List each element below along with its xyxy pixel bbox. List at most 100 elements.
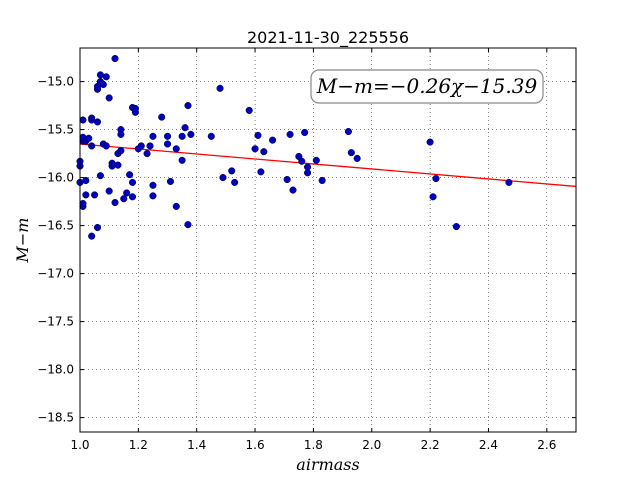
data-point [120, 195, 128, 203]
data-point [82, 176, 90, 185]
data-point [207, 132, 215, 140]
data-point [131, 108, 139, 116]
data-point [128, 193, 137, 201]
data-point [93, 223, 102, 232]
data-point [163, 132, 172, 140]
data-point [149, 181, 157, 189]
data-point [184, 221, 192, 229]
y-tick-label: −17.0 [37, 267, 74, 281]
data-point [105, 94, 113, 102]
data-point [117, 130, 125, 138]
data-point [96, 172, 104, 180]
data-point [114, 161, 122, 169]
data-point [146, 142, 154, 150]
data-point [187, 130, 195, 138]
data-point [126, 171, 134, 179]
data-point [91, 191, 99, 199]
ticks: 1.0 1.2 1.4 1.6 1.8 2.0 2.2 2.4 2.6 −15.0 −15.5 −16… [37, 48, 576, 452]
data-point [79, 116, 87, 124]
data-point [102, 73, 110, 81]
data-point [149, 132, 157, 140]
data-point [216, 84, 224, 92]
equation-box: M−m=−0.26χ−15.39 [310, 69, 544, 104]
x-axis-label: airmass [296, 455, 359, 474]
fit-line-layer [79, 143, 577, 188]
data-point [85, 134, 93, 142]
data-point [289, 186, 297, 194]
data-point [251, 145, 259, 153]
data-point [301, 128, 309, 137]
data-point [269, 136, 277, 144]
data-point [260, 148, 268, 156]
data-point [123, 189, 131, 197]
data-point [312, 156, 320, 164]
x-tick-label: 2.6 [537, 438, 556, 452]
data-point [88, 142, 96, 150]
data-point [432, 175, 440, 183]
data-point [231, 178, 239, 186]
data-point [178, 132, 186, 140]
fit-line [79, 143, 577, 188]
x-tick-label: 1.4 [187, 438, 206, 452]
data-point [452, 223, 460, 231]
y-tick-label: −16.0 [37, 171, 74, 185]
data-point [283, 175, 291, 184]
x-tick-label: 1.0 [70, 438, 89, 452]
data-point [426, 138, 434, 146]
data-point [505, 178, 513, 186]
data-point [254, 131, 262, 139]
data-point [298, 157, 306, 165]
points-layer [76, 55, 513, 240]
data-point [257, 168, 265, 176]
data-point [143, 150, 151, 158]
data-point [82, 191, 90, 199]
data-point [111, 55, 119, 63]
data-point [353, 154, 361, 162]
y-tick-label: −18.0 [37, 363, 74, 377]
data-point [149, 192, 157, 200]
data-point [318, 176, 326, 185]
data-point [137, 142, 145, 150]
data-point [163, 140, 172, 148]
data-point [79, 199, 87, 208]
data-point [228, 167, 236, 175]
data-point [172, 145, 180, 153]
data-point [429, 193, 437, 201]
x-tick-label: 2.4 [479, 438, 498, 452]
data-point [344, 127, 352, 136]
data-point [158, 113, 166, 121]
data-point [102, 142, 110, 150]
data-point [111, 199, 119, 207]
data-point [181, 124, 189, 132]
equation-box-border [310, 69, 544, 104]
x-tick-label: 2.0 [362, 438, 381, 452]
data-point [184, 102, 192, 110]
data-point [117, 147, 125, 155]
grid [79, 48, 576, 432]
x-tick-label: 1.8 [304, 438, 323, 452]
y-axis-label: M−m [13, 218, 32, 264]
data-point [99, 80, 107, 89]
y-tick-label: −15.5 [37, 123, 74, 137]
data-point [105, 187, 113, 195]
x-tick-label: 1.2 [129, 438, 148, 452]
plot-frame [79, 47, 577, 433]
data-point [166, 177, 174, 185]
data-point [347, 149, 355, 157]
plot-area [80, 48, 576, 432]
data-point [245, 106, 253, 114]
data-point [88, 232, 96, 240]
data-point [128, 178, 137, 186]
y-tick-label: −16.5 [37, 219, 74, 233]
y-tick-label: −15.0 [37, 75, 74, 89]
data-point [286, 130, 294, 138]
y-tick-label: −18.5 [37, 411, 74, 425]
x-tick-label: 2.2 [421, 438, 440, 452]
x-tick-label: 1.6 [246, 438, 265, 452]
y-tick-label: −17.5 [37, 315, 74, 329]
data-point [178, 156, 186, 164]
chart-title: 2021-11-30_225556 [247, 28, 409, 48]
data-point [304, 169, 312, 177]
data-point [93, 118, 102, 126]
